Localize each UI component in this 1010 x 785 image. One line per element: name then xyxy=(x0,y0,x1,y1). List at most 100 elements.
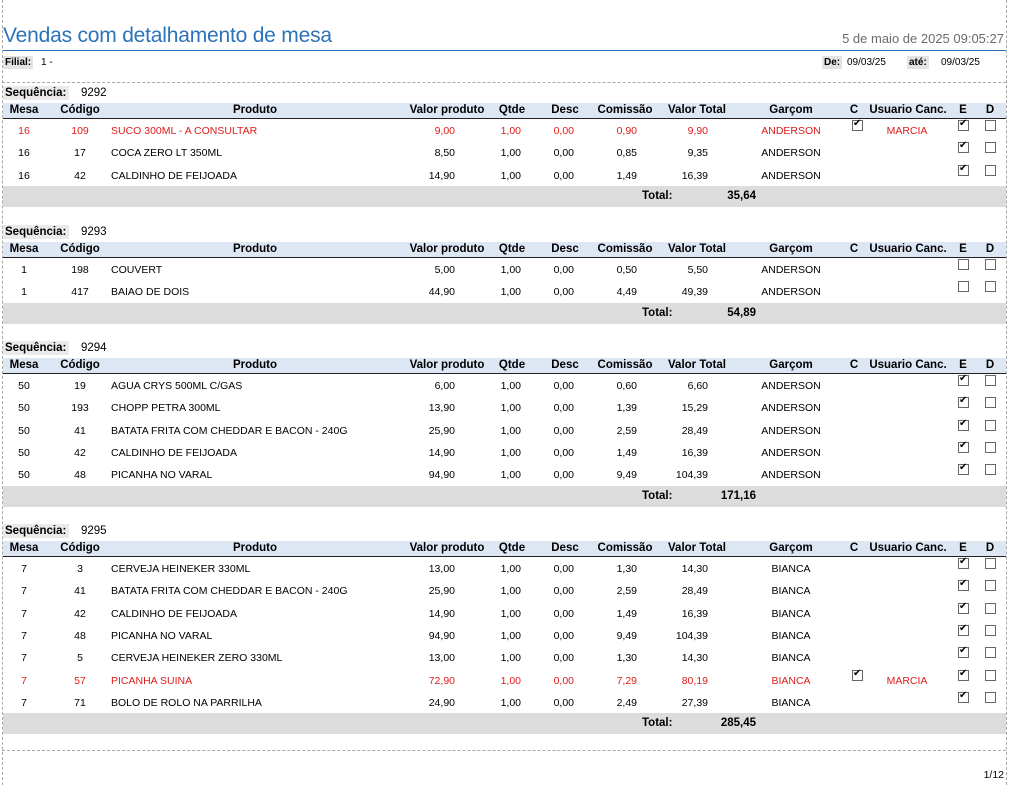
cell-codigo: 19 xyxy=(74,380,86,392)
cell-codigo: 193 xyxy=(71,402,89,415)
checkbox-d[interactable] xyxy=(985,669,996,681)
column-header-garcom: Garçom xyxy=(769,542,813,554)
cell-desc: 0,00 xyxy=(553,469,574,482)
checkbox-d[interactable] xyxy=(985,464,996,476)
checkbox-e[interactable] xyxy=(958,259,969,270)
column-header-garcom: Garçom xyxy=(769,243,813,255)
checkbox-e[interactable] xyxy=(958,556,969,569)
cell-codigo: 41 xyxy=(74,424,86,437)
cell-comissao: 4,49 xyxy=(616,286,637,299)
checkbox-e[interactable] xyxy=(958,668,969,681)
cell-valor-produto: 9,00 xyxy=(434,125,455,137)
cell-codigo: 417 xyxy=(71,286,89,299)
table-row: 50 48 PICANHA NO VARAL 94,90 1,00 0,00 9,49 104… xyxy=(3,462,1006,486)
checkbox-d[interactable] xyxy=(985,397,996,409)
report-title: Vendas com detalhamento de mesa xyxy=(3,24,332,47)
cell-valor-total: 9,90 xyxy=(687,125,708,137)
report-timestamp: 5 de maio de 2025 09:05:27 xyxy=(842,31,1004,46)
cell-comissao: 0,85 xyxy=(616,147,637,160)
checkbox-c[interactable] xyxy=(852,118,863,131)
checkbox-e[interactable] xyxy=(958,623,969,636)
checkbox-d[interactable] xyxy=(985,691,996,703)
cell-comissao: 1,49 xyxy=(616,446,637,459)
checkbox-d[interactable] xyxy=(985,441,996,453)
cell-desc: 0,00 xyxy=(553,402,574,415)
cell-produto: BOLO DE ROLO NA PARRILHA xyxy=(111,696,262,709)
cell-comissao: 1,39 xyxy=(616,402,637,415)
cell-comissao: 0,90 xyxy=(616,125,637,137)
cell-garcom: BIANCA xyxy=(771,696,811,709)
checkbox-d[interactable] xyxy=(985,120,996,131)
cell-valor-total: 80,19 xyxy=(681,674,708,687)
total-label: Total: xyxy=(642,489,673,502)
cell-comissao: 2,59 xyxy=(616,424,637,437)
cell-garcom: ANDERSON xyxy=(761,402,821,415)
checkbox-e[interactable] xyxy=(958,118,969,131)
cell-comissao: 1,49 xyxy=(616,169,637,182)
checkbox-c[interactable] xyxy=(852,668,863,681)
checkbox-e[interactable] xyxy=(958,418,969,431)
cell-qtde: 1,00 xyxy=(500,147,521,160)
cell-produto: BAIAO DE DOIS xyxy=(111,286,190,299)
total-label: Total: xyxy=(642,717,673,730)
cell-usuario-canc: MARCIA xyxy=(886,125,928,137)
cell-codigo: 48 xyxy=(74,469,86,482)
checkbox-e[interactable] xyxy=(958,690,969,703)
table-header: Mesa Código Produto Valor produto Qtde Desc Co… xyxy=(3,242,1006,258)
cell-qtde: 1,00 xyxy=(500,469,521,482)
checkbox-e[interactable] xyxy=(958,645,969,659)
cell-produto: CERVEJA HEINEKER 330ML xyxy=(111,563,251,575)
checkbox-d[interactable] xyxy=(985,142,996,154)
cell-codigo: 198 xyxy=(71,264,89,276)
cell-valor-total: 14,30 xyxy=(681,563,708,575)
cell-mesa: 7 xyxy=(21,629,27,642)
cell-valor-produto: 25,90 xyxy=(428,585,455,598)
checkbox-d[interactable] xyxy=(985,259,996,270)
filial-value: 1 - xyxy=(41,57,53,68)
checkbox-d[interactable] xyxy=(985,647,996,659)
de-value: 09/03/25 xyxy=(847,57,886,68)
checkbox-d[interactable] xyxy=(985,624,996,636)
cell-qtde: 1,00 xyxy=(500,629,521,642)
de-label: De: xyxy=(822,56,843,69)
cell-mesa: 50 xyxy=(18,424,30,437)
cell-garcom: BIANCA xyxy=(771,585,811,598)
column-header-valor-produto: Valor produto xyxy=(409,542,485,554)
table-row: 7 3 CERVEJA HEINEKER 330ML 13,00 1,00 0,00 1,3… xyxy=(3,556,1006,580)
cell-valor-total: 104,39 xyxy=(675,469,708,482)
column-header-mesa: Mesa xyxy=(9,542,39,554)
cell-valor-total: 15,29 xyxy=(681,402,708,415)
total-value: 35,64 xyxy=(727,189,756,202)
checkbox-d[interactable] xyxy=(985,419,996,431)
checkbox-e[interactable] xyxy=(958,395,969,409)
cell-mesa: 7 xyxy=(21,585,27,598)
sequence-label: Sequência: xyxy=(3,225,70,239)
checkbox-e[interactable] xyxy=(958,578,969,592)
cell-garcom: ANDERSON xyxy=(761,286,821,299)
column-header-codigo: Código xyxy=(60,359,100,371)
checkbox-d[interactable] xyxy=(985,281,996,293)
column-header-mesa: Mesa xyxy=(9,104,39,116)
page-border-left xyxy=(2,0,3,785)
checkbox-d[interactable] xyxy=(985,602,996,614)
checkbox-e[interactable] xyxy=(958,373,969,386)
cell-produto: CHOPP PETRA 300ML xyxy=(111,402,221,415)
checkbox-e[interactable] xyxy=(958,440,969,453)
cell-mesa: 50 xyxy=(18,380,30,392)
checkbox-d[interactable] xyxy=(985,580,996,592)
checkbox-d[interactable] xyxy=(985,558,996,569)
checkbox-e[interactable] xyxy=(958,140,969,154)
checkbox-e[interactable] xyxy=(958,601,969,614)
total-value: 285,45 xyxy=(720,717,756,730)
cell-valor-produto: 44,90 xyxy=(428,286,455,299)
cell-comissao: 9,49 xyxy=(616,469,637,482)
checkbox-d[interactable] xyxy=(985,164,996,176)
checkbox-e[interactable] xyxy=(958,281,969,293)
cell-valor-total: 16,39 xyxy=(681,607,708,620)
checkbox-d[interactable] xyxy=(985,375,996,386)
cell-valor-total: 14,30 xyxy=(681,652,708,665)
column-header-qtde: Qtde xyxy=(498,359,526,371)
column-header-comissao: Comissão xyxy=(597,243,653,255)
checkbox-e[interactable] xyxy=(958,163,969,176)
checkbox-e[interactable] xyxy=(958,462,969,476)
